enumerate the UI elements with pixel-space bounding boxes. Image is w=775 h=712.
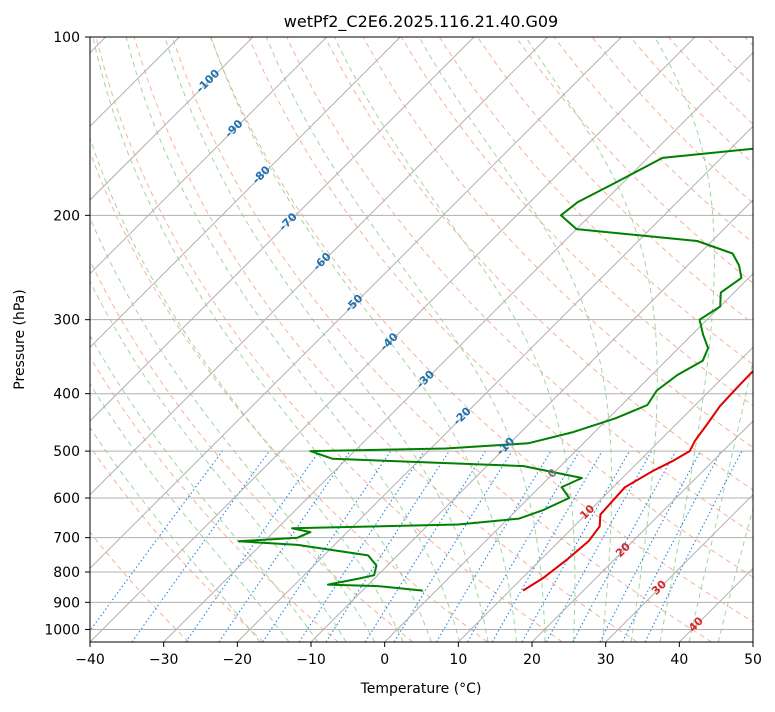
y-tick-label: 200 — [53, 208, 80, 224]
y-tick-label: 600 — [53, 491, 80, 507]
x-tick-label: 10 — [449, 652, 467, 668]
y-tick-label: 400 — [53, 387, 80, 403]
y-tick-label: 1000 — [44, 622, 80, 638]
x-tick-label: 0 — [380, 652, 389, 668]
chart-title: wetPf2_C2E6.2025.116.21.40.G09 — [284, 12, 558, 32]
y-tick-label: 800 — [53, 565, 80, 581]
x-tick-label: 20 — [523, 652, 541, 668]
x-tick-label: 50 — [744, 652, 762, 668]
y-tick-label: 300 — [53, 313, 80, 329]
x-axis-label: Temperature (°C) — [360, 681, 482, 697]
y-axis-label: Pressure (hPa) — [12, 289, 28, 389]
y-tick-label: 700 — [53, 531, 80, 547]
x-tick-label: 40 — [670, 652, 688, 668]
y-tick-label: 500 — [53, 444, 80, 460]
x-tick-label: −30 — [149, 652, 179, 668]
y-tick-label: 900 — [53, 595, 80, 611]
x-tick-label: −40 — [75, 652, 105, 668]
x-tick-label: −10 — [296, 652, 326, 668]
x-tick-label: −20 — [223, 652, 253, 668]
y-tick-label: 100 — [53, 30, 80, 46]
x-tick-label: 30 — [597, 652, 615, 668]
